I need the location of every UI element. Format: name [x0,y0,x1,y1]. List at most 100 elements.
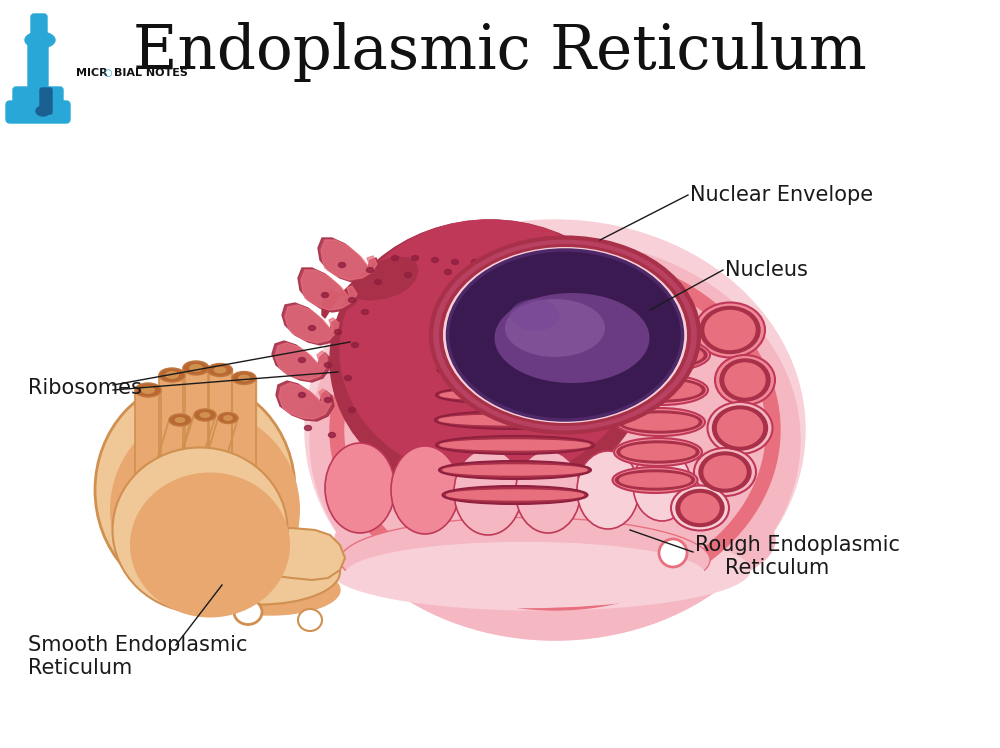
Ellipse shape [699,452,751,492]
Ellipse shape [349,298,356,302]
Ellipse shape [619,378,705,402]
Ellipse shape [330,530,750,610]
Ellipse shape [504,461,507,465]
Ellipse shape [391,446,459,534]
Ellipse shape [545,360,549,363]
Ellipse shape [495,551,498,554]
Ellipse shape [626,381,630,385]
Ellipse shape [340,518,710,602]
Ellipse shape [234,599,262,625]
Ellipse shape [298,393,306,397]
Ellipse shape [223,415,233,421]
Ellipse shape [238,375,250,381]
Ellipse shape [440,390,590,400]
Ellipse shape [310,240,800,640]
Text: Rough Endoplasmic: Rough Endoplasmic [695,535,900,555]
Text: Ribosomes: Ribosomes [28,378,142,398]
Polygon shape [154,420,191,470]
Ellipse shape [194,409,216,421]
Polygon shape [321,240,377,280]
Ellipse shape [507,514,510,518]
Ellipse shape [534,268,542,272]
Ellipse shape [476,492,480,495]
Ellipse shape [451,331,454,334]
FancyBboxPatch shape [13,87,63,103]
Ellipse shape [442,311,588,329]
Ellipse shape [469,378,473,381]
Text: Nuclear Envelope: Nuclear Envelope [690,185,873,205]
Ellipse shape [696,449,700,453]
Ellipse shape [484,269,492,275]
Ellipse shape [692,470,695,473]
Ellipse shape [304,426,312,431]
Polygon shape [272,341,330,382]
Ellipse shape [467,517,471,520]
Ellipse shape [468,330,471,333]
Ellipse shape [443,247,687,423]
Ellipse shape [539,481,542,485]
Ellipse shape [208,364,232,376]
Ellipse shape [612,467,698,493]
Ellipse shape [393,521,396,525]
Ellipse shape [387,422,391,426]
Ellipse shape [616,470,694,490]
Polygon shape [232,528,345,580]
Ellipse shape [705,310,755,349]
Ellipse shape [540,336,543,339]
Ellipse shape [421,557,424,560]
Ellipse shape [544,420,548,423]
Ellipse shape [661,418,665,422]
Ellipse shape [511,528,514,532]
Ellipse shape [536,456,539,460]
Ellipse shape [110,410,300,610]
Ellipse shape [618,331,621,334]
Ellipse shape [720,359,770,401]
Polygon shape [135,390,161,500]
Ellipse shape [345,542,705,607]
Ellipse shape [615,408,705,436]
Ellipse shape [399,364,403,367]
Polygon shape [208,370,232,484]
FancyBboxPatch shape [31,14,47,46]
Ellipse shape [324,363,332,367]
Ellipse shape [600,393,603,396]
Ellipse shape [563,460,567,464]
Ellipse shape [344,375,352,381]
Polygon shape [318,238,380,282]
Ellipse shape [334,330,342,334]
Ellipse shape [189,364,203,372]
Ellipse shape [298,358,306,363]
Ellipse shape [617,441,699,463]
Ellipse shape [592,275,598,280]
Text: Nucleus: Nucleus [725,260,808,280]
Polygon shape [183,368,209,484]
Ellipse shape [626,292,634,298]
Ellipse shape [324,397,332,402]
Ellipse shape [439,244,691,426]
Ellipse shape [460,462,464,465]
Ellipse shape [438,361,592,379]
Ellipse shape [431,238,699,432]
Polygon shape [276,381,334,421]
Ellipse shape [614,438,702,466]
Ellipse shape [232,372,256,384]
Ellipse shape [442,365,588,375]
Ellipse shape [509,449,513,453]
Ellipse shape [442,453,446,457]
FancyBboxPatch shape [40,88,52,114]
Ellipse shape [417,462,420,465]
Ellipse shape [663,532,667,536]
Ellipse shape [374,280,382,284]
Ellipse shape [443,482,446,485]
Ellipse shape [676,489,724,527]
Ellipse shape [462,397,465,401]
Ellipse shape [325,443,395,533]
Ellipse shape [621,468,625,471]
Ellipse shape [583,577,587,580]
Ellipse shape [517,574,520,578]
Ellipse shape [112,447,288,613]
Ellipse shape [446,573,450,577]
Ellipse shape [328,432,336,438]
Ellipse shape [141,386,155,394]
Ellipse shape [446,490,584,500]
